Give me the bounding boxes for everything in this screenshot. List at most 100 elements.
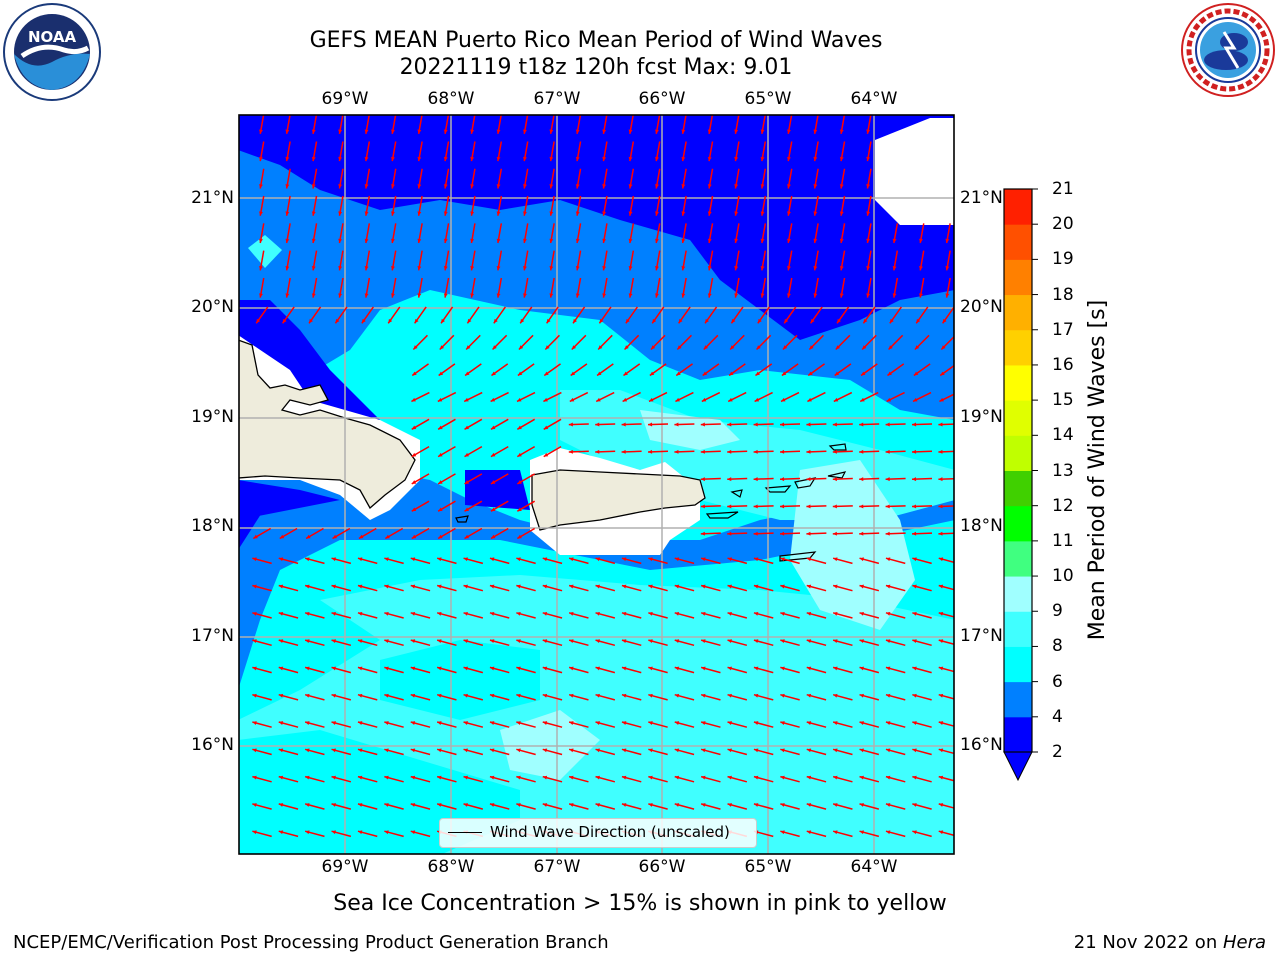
direction-arrow-head [569,748,574,753]
lon-label: 67°W [533,857,581,877]
direction-arrow-head [570,371,576,376]
direction-arrow-head [253,534,258,539]
footer-date-text: 21 Nov 2022 on [1073,932,1223,953]
direction-arrow-head [833,397,839,402]
direction-arrow-head [332,534,338,539]
colorbar-extend-triangle [1003,751,1033,782]
direction-arrow-head [701,557,706,562]
direction-arrow-head [489,721,495,725]
direction-arrow-head [650,345,656,350]
direction-arrow-head [833,584,838,589]
direction-arrow-head [569,639,574,644]
direction-arrow-head [760,238,765,244]
direction-arrow-head [490,480,496,484]
direction-arrow-head [753,775,759,780]
colorbar-segment [1004,329,1032,366]
direction-arrow-head [938,531,943,536]
direction-arrow-head [912,504,917,509]
sea-ice-note: Sea Ice Concentration > 15% is shown in … [333,891,947,916]
direction-arrow-head [602,211,607,216]
direction-arrow-head [385,534,390,539]
direction-arrow-head [569,775,574,780]
direction-arrow-head [859,531,864,536]
colorbar-tick-label: 11 [1052,530,1074,551]
lon-label: 69°W [321,89,369,109]
direction-arrow-head [331,639,336,644]
direction-arrow-head [279,534,285,539]
direction-arrow-head [439,345,444,350]
colorbar-tick-label: 9 [1052,601,1063,622]
direction-arrow-head [602,184,607,189]
contour-field [239,115,954,854]
direction-arrow-head [859,830,864,835]
direction-arrow-head [753,693,759,698]
direction-arrow-head [734,211,739,216]
direction-arrow-head [648,449,653,454]
colorbar-tick-label: 6 [1052,671,1063,692]
colorbar-segment [1004,540,1032,577]
direction-arrow-head [384,693,389,698]
direction-arrow-head [919,266,923,271]
direction-arrow-head [575,129,580,134]
direction-arrow-head [417,238,422,244]
direction-arrow-head [331,557,336,562]
direction-arrow-head [364,238,369,244]
direction-arrow-head [602,129,607,134]
direction-arrow-head [760,211,765,216]
direction-arrow-head [628,184,633,189]
direction-arrow-head [285,211,290,216]
direction-arrow-head [331,775,336,780]
direction-arrow-head [443,211,448,216]
direction-arrow-head [523,293,527,298]
direction-arrow-head [437,693,442,698]
lat-label: 17°N [960,626,1003,646]
direction-arrow-head [675,397,680,402]
direction-arrow-head [496,238,501,244]
direction-arrow-head [357,721,363,725]
direction-arrow-head [569,666,574,671]
direction-arrow-head [806,748,812,753]
direction-arrow-head [628,129,633,134]
contour-band-small [248,235,282,268]
direction-arrow-head [859,639,864,644]
direction-arrow-head [806,693,812,698]
direction-arrow-head [912,477,917,482]
direction-arrow-head [839,129,844,134]
direction-arrow-head [305,803,310,807]
direction-arrow-head [252,830,257,835]
direction-arrow-head [813,266,818,271]
direction-arrow-head [912,584,917,589]
direction-arrow-head [938,449,943,454]
direction-arrow-head [945,238,950,244]
direction-arrow-head [780,557,785,562]
direction-arrow-head [938,477,943,482]
direction-arrow-head [760,266,765,271]
direction-arrow-head [806,611,812,616]
direction-arrow-head [655,184,659,189]
direction-arrow-head [941,345,946,350]
direction-arrow-head [490,534,496,539]
direction-arrow-head [311,238,316,244]
direction-arrow-head [516,557,521,562]
direction-arrow-head [859,748,864,753]
colorbar-segment [1004,470,1032,507]
direction-arrow-head [734,129,739,134]
direction-arrow-head [701,584,706,589]
direction-arrow-head [463,748,468,753]
direction-arrow-head [648,775,653,780]
contour-band-8-9c [500,710,600,780]
direction-arrow-head [700,477,705,482]
direction-arrow-head [674,639,680,644]
lon-label: 66°W [638,89,686,109]
direction-arrow-head [859,449,864,454]
direction-arrow-head [703,345,708,350]
direction-arrow-head [542,803,548,807]
lon-label: 64°W [850,89,898,109]
direction-arrow-head [417,184,422,189]
colorbar-tick-label: 21 [1052,179,1074,199]
map-panel [238,114,955,855]
direction-arrow-head [938,666,944,671]
direction-arrow-head [411,534,417,539]
legend-label: Wind Wave Direction (unscaled) [490,823,730,841]
direction-arrow-head [648,422,653,427]
